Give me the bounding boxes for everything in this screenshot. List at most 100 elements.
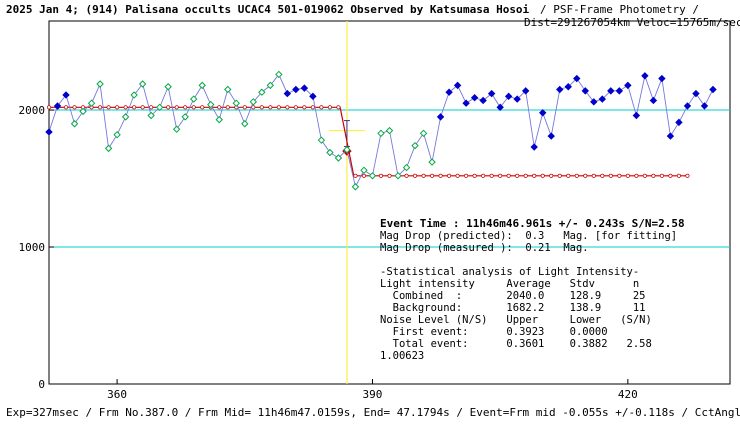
fit-point (149, 105, 154, 110)
data-point (564, 83, 572, 91)
fit-point (174, 105, 179, 110)
fit-point (472, 173, 477, 178)
fit-point (276, 105, 281, 110)
stat-line: 1.00623 (380, 350, 424, 362)
data-point (590, 98, 598, 106)
fit-point (285, 105, 290, 110)
data-point (96, 80, 104, 88)
fit-point (540, 173, 545, 178)
fit-point (557, 173, 562, 178)
data-point (283, 89, 292, 98)
data-point (666, 132, 675, 140)
data-point (504, 92, 513, 101)
reference-lines (49, 109, 730, 248)
data-point (172, 125, 181, 133)
fit-point (523, 173, 528, 178)
x-tick-label: 360 (107, 388, 127, 401)
fit-point (498, 173, 503, 178)
data-point (530, 143, 538, 151)
data-point (513, 95, 521, 103)
fit-point (310, 105, 315, 110)
data-point (360, 166, 368, 175)
data-point (385, 126, 394, 135)
fit-point (625, 173, 630, 178)
data-point (368, 172, 377, 180)
fit-point (97, 105, 103, 110)
data-point (615, 87, 624, 95)
data-point (62, 91, 70, 99)
data-point (470, 94, 479, 102)
y-tick-label: 1000 (19, 241, 46, 254)
event-marker (328, 21, 365, 384)
fit-polyline (49, 106, 688, 177)
fit-point (327, 105, 333, 110)
data-point (121, 113, 130, 121)
fit-point (421, 173, 426, 178)
data-point (658, 74, 666, 83)
x-tick-label: 420 (618, 388, 638, 401)
data-point (147, 111, 155, 120)
data-point (539, 109, 547, 117)
data-point (317, 136, 326, 144)
data-point (632, 111, 641, 120)
data-point (479, 96, 487, 105)
fit-point (123, 105, 128, 110)
data-point (79, 107, 87, 116)
fit-point (506, 173, 511, 178)
data-point (241, 120, 249, 128)
fit-point (651, 173, 656, 178)
fit-point (600, 173, 605, 178)
data-point (70, 120, 79, 128)
data-point (207, 100, 215, 109)
data-point (266, 81, 275, 90)
fit-point (685, 173, 690, 178)
data-point (598, 95, 607, 103)
chart-title: 2025 Jan 4; (914) Palisana occults UCAC4… (6, 3, 530, 16)
fit-point (404, 173, 409, 178)
data-point (45, 128, 53, 136)
fit-point (183, 105, 188, 110)
data-point (556, 85, 564, 94)
data-point (138, 80, 147, 88)
data-point (573, 74, 581, 83)
fit-point (166, 105, 171, 110)
stat-line: Noise Level (N/S) Upper Lower (S/N) (380, 314, 652, 326)
data-point (113, 130, 121, 139)
fit-point (217, 105, 222, 110)
data-points (45, 70, 717, 191)
fit-point (387, 173, 392, 178)
stat-line: Mag Drop (predicted): 0.3 Mag. [for fitt… (380, 230, 677, 242)
stat-line: Light intensity Average Stdv n (380, 278, 639, 290)
fit-point (676, 173, 682, 178)
fit-point (455, 173, 460, 178)
fit-point (659, 173, 665, 178)
stat-line: Total event: 0.3601 0.3882 2.58 (380, 338, 652, 350)
data-point (164, 83, 172, 91)
fit-point (378, 173, 384, 178)
fit-point (132, 105, 137, 110)
fit-point (200, 105, 205, 110)
data-point (445, 88, 453, 96)
data-point (275, 70, 283, 79)
data-point (309, 92, 317, 101)
data-point (462, 99, 470, 107)
data-point (709, 85, 717, 94)
stat-line: Combined : 2040.0 128.9 25 (380, 290, 646, 302)
fit-point (412, 173, 418, 178)
data-point (249, 98, 258, 106)
data-point (487, 89, 496, 98)
data-point (155, 103, 164, 112)
data-point (326, 148, 334, 157)
fit-point (429, 173, 435, 178)
data-point (232, 99, 240, 107)
fit-point (532, 173, 537, 178)
fit-point (608, 173, 613, 178)
fit-point (115, 105, 120, 110)
data-point (436, 113, 445, 121)
x-tick-label: 390 (363, 388, 383, 401)
fit-point (361, 173, 367, 178)
data-point (224, 85, 232, 94)
data-point (300, 84, 309, 92)
data-point (649, 96, 658, 105)
data-point (683, 102, 692, 110)
